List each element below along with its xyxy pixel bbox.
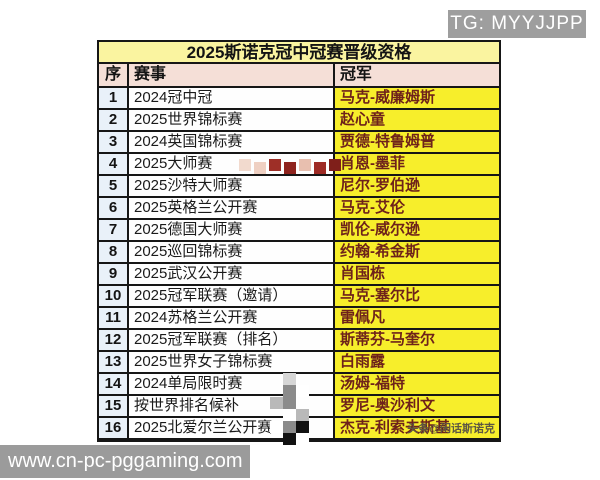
table-row: 5 2025沙特大师赛 尼尔-罗伯逊 (99, 176, 499, 198)
table-row: 13 2025世界女子锦标赛 白雨露 (99, 352, 499, 374)
champion-name: 汤姆-福特 (335, 374, 499, 394)
table-row: 12 2025冠军联赛（排名） 斯蒂芬-马奎尔 (99, 330, 499, 352)
champion-name: 马克-塞尔比 (335, 286, 499, 306)
row-number: 9 (99, 264, 129, 284)
event-name: 2024英国锦标赛 (129, 132, 335, 152)
champion-name: 罗尼-奥沙利文 (335, 396, 499, 416)
row-number: 14 (99, 374, 129, 394)
table-title: 2025斯诺克冠中冠赛晋级资格 (99, 42, 499, 64)
table-header-row: 序 赛事 冠军 (99, 64, 499, 88)
champion-name: 马克-威廉姆斯 (335, 88, 499, 108)
tg-badge: TG: MYYJJPP (448, 10, 586, 38)
url-watermark-bar: www.cn-pc-pggaming.com (0, 445, 250, 478)
champion-name: 杰克-利索夫斯基 (335, 418, 499, 438)
event-name: 2025武汉公开赛 (129, 264, 335, 284)
event-name: 2025冠军联赛（邀请） (129, 286, 335, 306)
table-row: 1 2024冠中冠 马克-威廉姆斯 (99, 88, 499, 110)
row-number: 6 (99, 198, 129, 218)
header-event: 赛事 (129, 64, 335, 86)
event-name: 2025英格兰公开赛 (129, 198, 335, 218)
champion-name: 贾德-特鲁姆普 (335, 132, 499, 152)
table-row: 8 2025巡回锦标赛 约翰-希金斯 (99, 242, 499, 264)
event-name: 2025冠军联赛（排名） (129, 330, 335, 350)
row-number: 5 (99, 176, 129, 196)
table-row: 10 2025冠军联赛（邀请） 马克-塞尔比 (99, 286, 499, 308)
table-row: 2 2025世界锦标赛 赵心童 (99, 110, 499, 132)
table-row: 6 2025英格兰公开赛 马克-艾伦 (99, 198, 499, 220)
qualification-table: 2025斯诺克冠中冠赛晋级资格 序 赛事 冠军 1 2024冠中冠 马克-威廉姆… (97, 40, 501, 445)
row-number: 3 (99, 132, 129, 152)
row-number: 10 (99, 286, 129, 306)
event-name: 2025世界锦标赛 (129, 110, 335, 130)
event-name: 2025沙特大师赛 (129, 176, 335, 196)
event-name: 2025德国大师赛 (129, 220, 335, 240)
table-row: 11 2024苏格兰公开赛 雷佩凡 (99, 308, 499, 330)
row-number: 8 (99, 242, 129, 262)
censor-pixelation-gray (270, 373, 310, 445)
credit-watermark: 头条@闲话斯诺克 (407, 423, 495, 435)
table-row: 7 2025德国大师赛 凯伦-威尔逊 (99, 220, 499, 242)
table-row: 9 2025武汉公开赛 肖国栋 (99, 264, 499, 286)
row-number: 15 (99, 396, 129, 416)
champion-name: 肖国栋 (335, 264, 499, 284)
champion-name: 斯蒂芬-马奎尔 (335, 330, 499, 350)
row-number: 13 (99, 352, 129, 372)
table-row: 4 2025大师赛 肖恩-墨菲 (99, 154, 499, 176)
event-name: 2025世界女子锦标赛 (129, 352, 335, 372)
row-number: 7 (99, 220, 129, 240)
event-name: 2024冠中冠 (129, 88, 335, 108)
row-number: 4 (99, 154, 129, 174)
censor-pixelation-red (239, 159, 341, 174)
champion-name: 雷佩凡 (335, 308, 499, 328)
champion-name: 约翰-希金斯 (335, 242, 499, 262)
header-champion: 冠军 (340, 66, 373, 83)
champion-name: 马克-艾伦 (335, 198, 499, 218)
champion-name: 赵心童 (335, 110, 499, 130)
champion-name: 凯伦-威尔逊 (335, 220, 499, 240)
row-number: 12 (99, 330, 129, 350)
header-index: 序 (99, 64, 129, 86)
champion-name: 白雨露 (335, 352, 499, 372)
table-row: 3 2024英国锦标赛 贾德-特鲁姆普 (99, 132, 499, 154)
row-number: 1 (99, 88, 129, 108)
champion-name: 肖恩-墨菲 (335, 154, 499, 174)
event-name: 2025巡回锦标赛 (129, 242, 335, 262)
champion-name: 尼尔-罗伯逊 (335, 176, 499, 196)
event-name: 2024苏格兰公开赛 (129, 308, 335, 328)
row-number: 11 (99, 308, 129, 328)
row-number: 2 (99, 110, 129, 130)
row-number: 16 (99, 418, 129, 438)
